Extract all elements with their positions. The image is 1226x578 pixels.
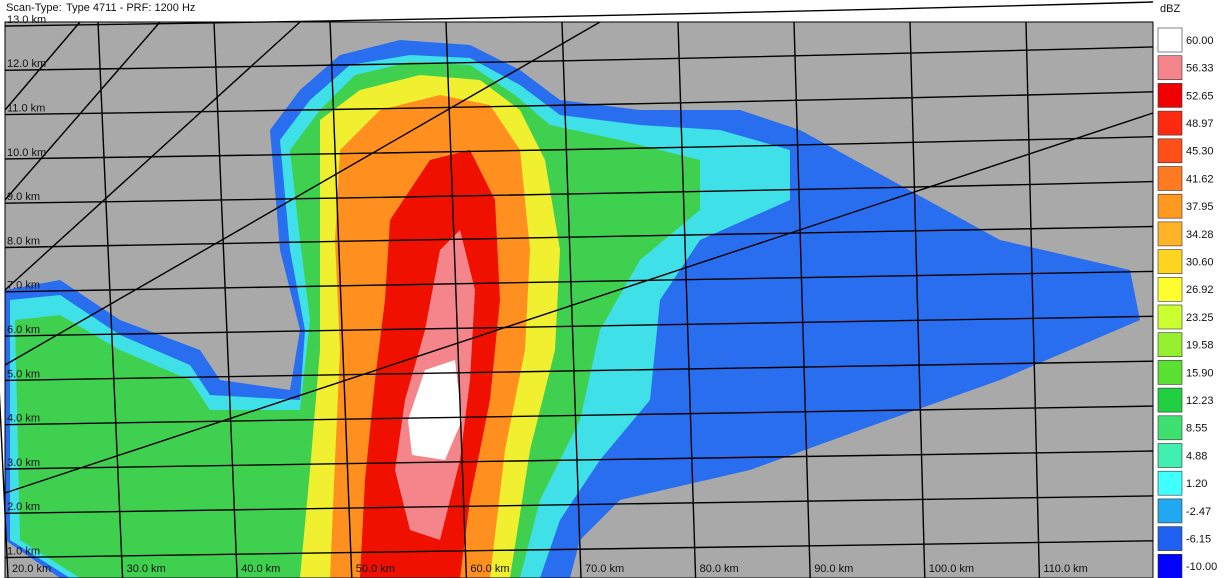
height-label: 9.0 km bbox=[7, 191, 40, 203]
legend-label: 8.55 bbox=[1186, 423, 1207, 435]
range-label: 90.0 km bbox=[814, 563, 853, 575]
range-line bbox=[97, 21, 124, 578]
legend-label: -2.47 bbox=[1186, 506, 1211, 518]
legend-label: 26.92 bbox=[1186, 284, 1214, 296]
height-line bbox=[4, 405, 1154, 426]
plot-frame bbox=[4, 21, 1154, 578]
axis-labels: 13.0 km 12.0 km 11.0 km 10.0 km 9.0 km 8.0 km… bbox=[7, 14, 1088, 575]
height-label: 4.0 km bbox=[7, 413, 40, 425]
range-label: 80.0 km bbox=[700, 563, 739, 575]
legend: 60.00 56.33 52.65 48.97 45.30 41.62 37.95 34.28… bbox=[1157, 27, 1217, 578]
legend-label: 45.30 bbox=[1186, 146, 1214, 158]
elevation-ray bbox=[4, 21, 161, 201]
legend-swatch bbox=[1157, 166, 1183, 191]
range-line bbox=[793, 21, 811, 578]
legend-swatch bbox=[1157, 415, 1183, 441]
legend-label: 1.20 bbox=[1186, 478, 1207, 490]
legend-label: 41.62 bbox=[1186, 173, 1214, 185]
height-label: 1.0 km bbox=[7, 546, 40, 558]
legend-swatch bbox=[1157, 193, 1183, 219]
range-label: 40.0 km bbox=[241, 563, 280, 575]
legend-swatch bbox=[1157, 470, 1183, 496]
range-label: 50.0 km bbox=[356, 563, 395, 575]
height-label: 5.0 km bbox=[7, 368, 40, 380]
legend-label: 30.60 bbox=[1186, 257, 1214, 269]
height-label: 6.0 km bbox=[7, 324, 40, 336]
height-label: 7.0 km bbox=[7, 280, 40, 292]
legend-label: 15.90 bbox=[1186, 367, 1214, 379]
range-line bbox=[561, 21, 582, 578]
legend-swatch bbox=[1157, 387, 1183, 413]
legend-swatch bbox=[1157, 221, 1183, 247]
range-line bbox=[909, 21, 926, 578]
echo-white bbox=[408, 360, 462, 460]
range-line bbox=[329, 21, 353, 578]
plot-area bbox=[0, 1, 1154, 578]
range-line bbox=[677, 21, 697, 578]
legend-swatch bbox=[1157, 55, 1183, 81]
legend-unit: dBZ bbox=[1160, 3, 1180, 15]
legend-swatch bbox=[1157, 553, 1183, 578]
legend-label: -6.15 bbox=[1186, 534, 1211, 546]
height-line bbox=[4, 180, 1154, 204]
legend-swatch bbox=[1157, 27, 1183, 53]
legend-label: 48.97 bbox=[1186, 118, 1214, 130]
legend-label: 56.33 bbox=[1186, 63, 1214, 75]
range-label: 30.0 km bbox=[127, 563, 166, 575]
height-line bbox=[4, 46, 1154, 71]
height-label: 13.0 km bbox=[7, 14, 46, 26]
height-label: 12.0 km bbox=[7, 58, 46, 70]
legend-swatch bbox=[1157, 249, 1183, 274]
header-label: Scan-Type: bbox=[6, 2, 62, 14]
legend-label: 23.25 bbox=[1186, 312, 1214, 324]
range-line bbox=[0, 391, 9, 578]
grid bbox=[0, 1, 1154, 578]
legend-swatch bbox=[1157, 110, 1183, 136]
legend-swatch bbox=[1157, 83, 1183, 108]
legend-swatch bbox=[1157, 443, 1183, 468]
legend-label: 52.65 bbox=[1186, 90, 1214, 102]
range-label: 60.0 km bbox=[470, 563, 509, 575]
height-line bbox=[4, 495, 1154, 514]
legend-swatch bbox=[1157, 304, 1183, 330]
header-value: Type 4711 - PRF: 1200 Hz bbox=[66, 2, 195, 14]
range-label: 110.0 km bbox=[1043, 563, 1087, 575]
legend-label: 19.58 bbox=[1186, 340, 1214, 352]
height-line bbox=[4, 450, 1154, 470]
elevation-ray bbox=[4, 21, 81, 111]
legend-label: 12.23 bbox=[1186, 395, 1214, 407]
legend-label: 37.95 bbox=[1186, 201, 1214, 213]
range-label: 20.0 km bbox=[12, 563, 51, 575]
legend-swatch bbox=[1157, 332, 1183, 358]
legend-swatch bbox=[1157, 360, 1183, 385]
legend-label: 4.88 bbox=[1186, 450, 1207, 462]
range-label: 100.0 km bbox=[929, 563, 974, 575]
legend-swatch bbox=[1157, 138, 1183, 164]
legend-label: -10.00 bbox=[1186, 561, 1217, 573]
legend-swatch bbox=[1157, 276, 1183, 302]
height-label: 11.0 km bbox=[7, 103, 45, 115]
range-label: 70.0 km bbox=[585, 563, 624, 575]
legend-swatch bbox=[1157, 526, 1183, 551]
height-line bbox=[4, 136, 1154, 160]
height-label: 10.0 km bbox=[7, 147, 46, 159]
height-line bbox=[4, 91, 1154, 116]
range-line bbox=[445, 21, 468, 578]
height-label: 2.0 km bbox=[7, 501, 40, 513]
range-line bbox=[213, 21, 238, 578]
legend-swatch bbox=[1157, 498, 1183, 524]
legend-label: 60.00 bbox=[1186, 35, 1214, 47]
height-label: 3.0 km bbox=[7, 457, 40, 469]
elevation-ray bbox=[4, 21, 301, 291]
elevation-ray bbox=[4, 112, 1154, 494]
range-line bbox=[1025, 21, 1041, 578]
height-label: 8.0 km bbox=[7, 235, 40, 247]
elevation-ray bbox=[4, 21, 601, 366]
height-line bbox=[4, 1, 1154, 27]
legend-label: 34.28 bbox=[1186, 229, 1214, 241]
